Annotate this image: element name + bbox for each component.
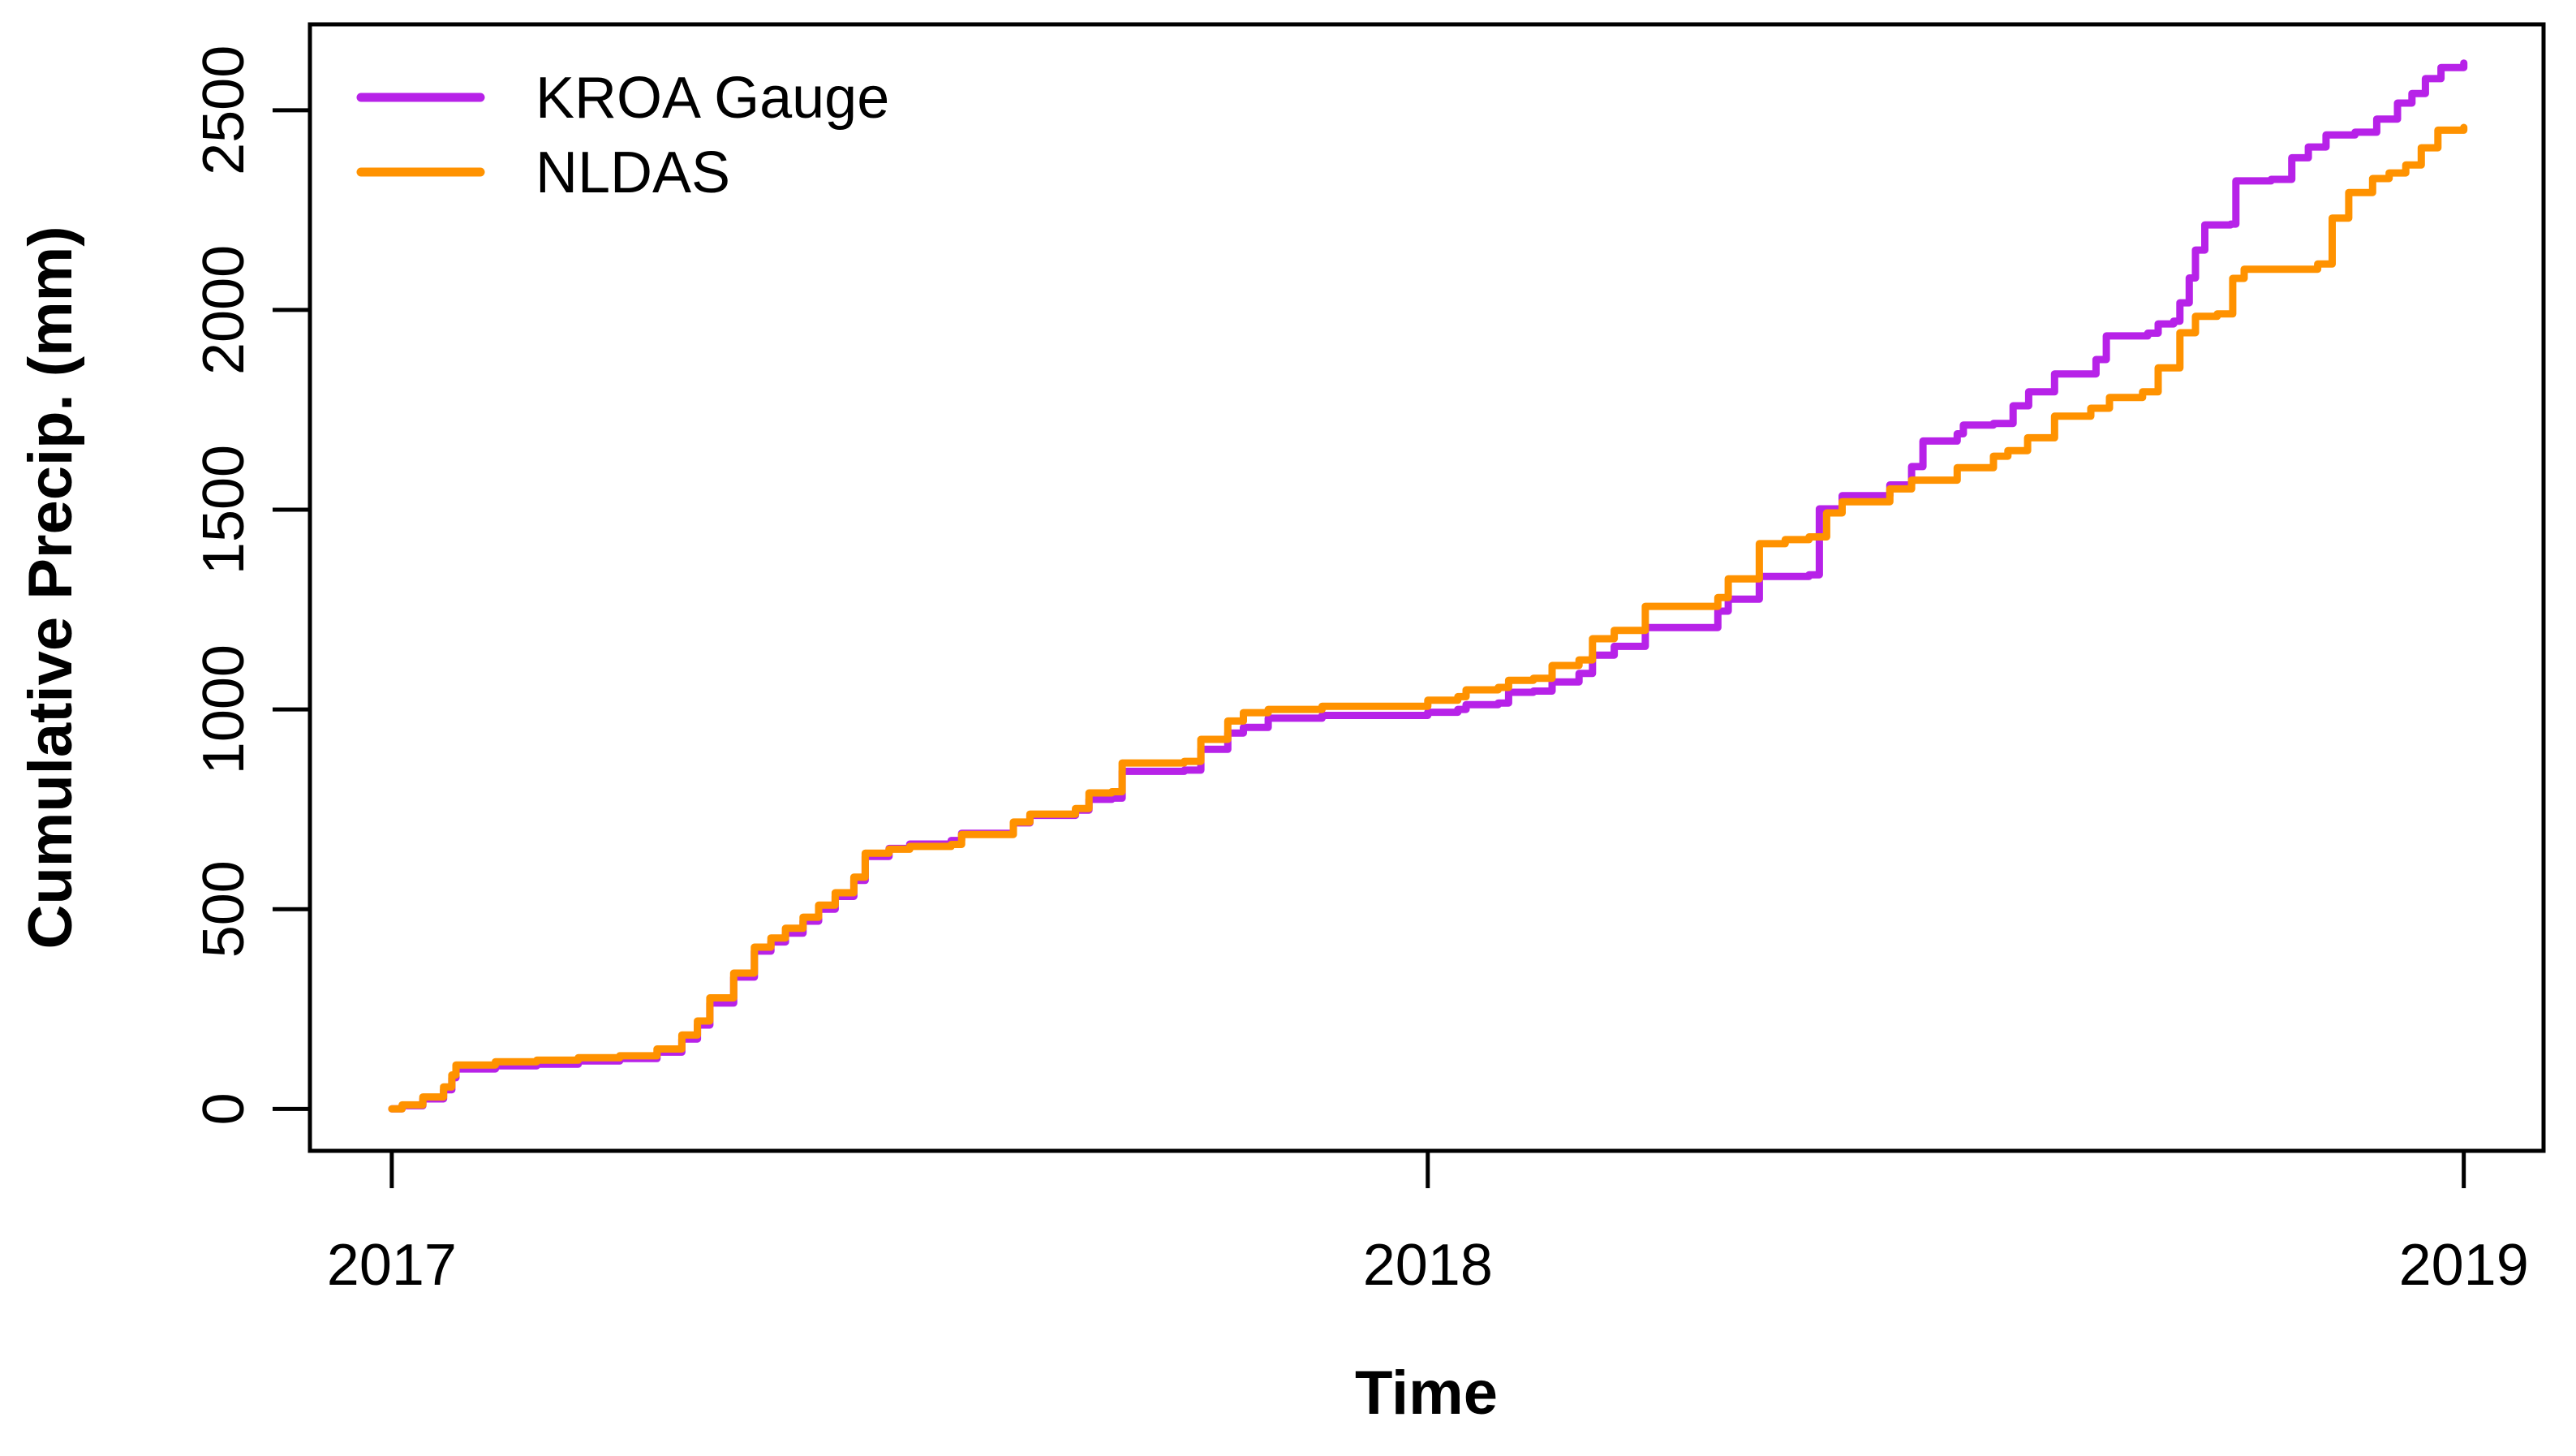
y-tick-label: 2000 xyxy=(191,245,256,375)
kroa-gauge-line xyxy=(388,59,2468,1113)
kroa-gauge-legend-label: KROA Gauge xyxy=(535,66,889,131)
x-tick-label: 2019 xyxy=(2399,1233,2529,1298)
y-tick-label: 2500 xyxy=(191,45,256,175)
nldas-legend-label: NLDAS xyxy=(535,140,730,205)
y-tick-label: 1500 xyxy=(191,445,256,575)
legend: KROA Gauge NLDAS xyxy=(356,66,889,205)
nldas-line xyxy=(388,123,2468,1113)
y-tick-label: 0 xyxy=(191,1092,256,1125)
x-tick-label: 2018 xyxy=(1363,1233,1493,1298)
y-axis-title: Cumulative Precip. (mm) xyxy=(16,226,85,949)
y-tick-label: 500 xyxy=(191,860,256,958)
axes: 2017 2018 2019 0 500 1000 1500 2000 2500 xyxy=(191,22,2546,1298)
x-tick-label: 2017 xyxy=(327,1233,457,1298)
x-axis-title: Time xyxy=(1355,1359,1498,1428)
series-lines xyxy=(388,59,2468,1113)
y-tick-label: 1000 xyxy=(191,644,256,774)
